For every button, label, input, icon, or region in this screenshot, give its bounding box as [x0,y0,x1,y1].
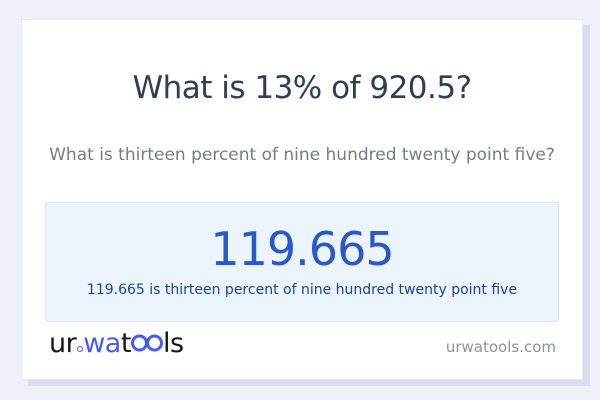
answer-value: 119.665 [210,222,394,277]
question-subtitle: What is thirteen percent of nine hundred… [49,144,555,165]
logo-text-ur: ur [49,328,77,359]
site-domain: urwatools.com [445,338,556,356]
logo-ring-icon [77,346,84,352]
glasses-icon [130,334,163,352]
result-card: What is 13% of 920.5? What is thirteen p… [21,19,583,380]
logo-text-ls: ls [162,328,184,359]
card-footer: ur wa t ls urwatools.com [22,330,582,379]
answer-sentence: 119.665 is thirteen percent of nine hund… [86,282,518,299]
logo-text-wa: wa [83,328,121,359]
urwatools-logo: ur wa t ls [49,330,184,365]
answer-box: 119.665 119.665 is thirteen percent of n… [45,201,559,322]
question-title: What is 13% of 920.5? [132,70,472,106]
logo-text-t: t [120,328,132,359]
